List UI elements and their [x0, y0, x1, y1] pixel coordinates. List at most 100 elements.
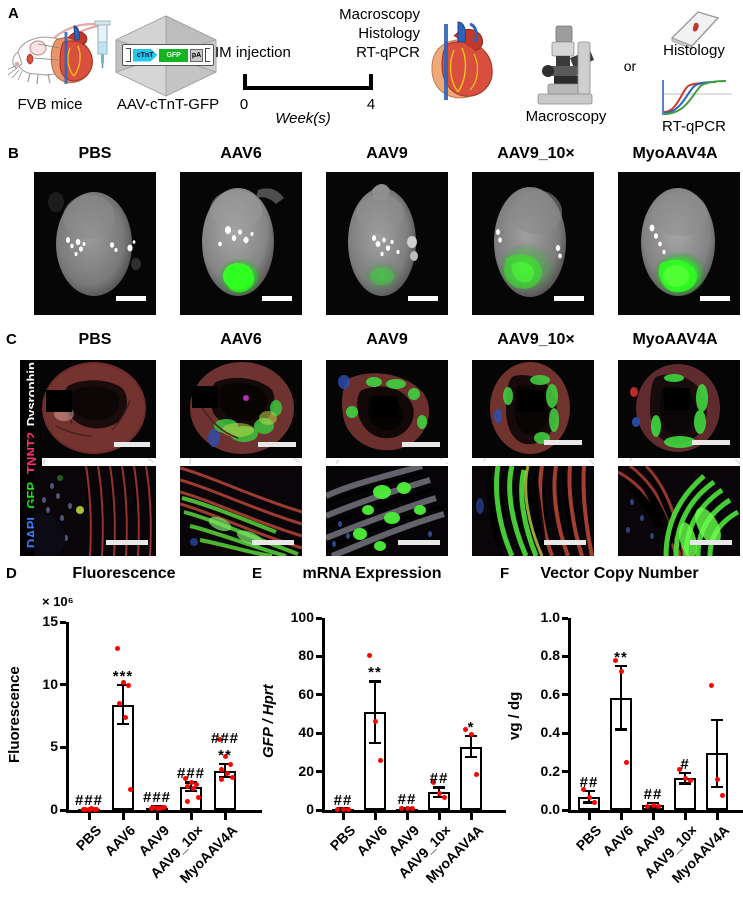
data-point — [114, 645, 120, 651]
data-point — [378, 757, 384, 763]
panel-a: A — [0, 0, 743, 140]
x-tick — [619, 813, 623, 820]
panel-b-col-title-aav6: AAV6 — [220, 145, 262, 162]
data-point — [196, 794, 202, 800]
error-bar-cap — [433, 786, 445, 789]
significance-annotation: ### — [142, 789, 172, 807]
data-point — [682, 775, 688, 781]
data-point — [190, 785, 196, 791]
panel-f-plot-area: 0.0 0.2 0.4 0.6 0.8 1.0 PBS ## AAV6 ** AAV9 ## AAV9_… — [496, 560, 743, 886]
error-bar-lower — [121, 704, 125, 725]
significance-annotation: ## — [333, 791, 353, 809]
error-bar-lower — [715, 753, 719, 787]
panel-e-title: mRNA Expression — [302, 565, 442, 582]
panel-b-image-myoaav4a — [618, 172, 740, 315]
error-bar — [683, 772, 687, 779]
panel-f-title: Vector Copy Number — [540, 565, 699, 582]
panel-letter-c: C — [6, 331, 17, 348]
error-bar-cap — [117, 684, 129, 687]
error-bar-cap-lower — [369, 741, 381, 744]
error-bar-cap-lower — [185, 790, 197, 793]
data-point — [462, 726, 468, 732]
data-point — [720, 793, 726, 799]
error-bar-cap — [679, 771, 691, 775]
x-tick — [155, 813, 159, 820]
y-tick — [60, 808, 66, 812]
x-tick — [87, 813, 91, 820]
y-tick — [60, 620, 66, 624]
panel-b-image-aav9 — [326, 172, 448, 315]
data-point — [116, 700, 122, 706]
y-tick-label: 15 — [42, 613, 58, 629]
mouse-illustration — [5, 18, 108, 90]
significance-annotation: *** — [112, 668, 134, 686]
data-point — [656, 803, 662, 809]
data-point — [618, 669, 624, 675]
error-bar — [437, 787, 441, 793]
y-axis — [322, 618, 325, 812]
error-bar-lower — [373, 712, 377, 743]
error-bar-cap-lower — [711, 785, 723, 789]
y-tick — [562, 808, 568, 812]
panel-c-col-title-pbs: PBS — [78, 331, 112, 348]
data-point — [340, 806, 346, 812]
error-bar — [619, 666, 623, 698]
polya-signal: pA — [189, 48, 204, 62]
rtqpcr-curves-icon — [658, 78, 736, 118]
error-bar-cap — [219, 763, 231, 766]
significance-annotation: # — [680, 755, 690, 773]
panel-d-chart: D Fluorescence × 10⁶ Fluorescence 0 5 10 15… — [0, 560, 262, 886]
panel-f-chart: F Vector Copy Number vg / dg 0.0 0.2 0.4 0.… — [496, 560, 743, 886]
y-tick — [562, 693, 568, 697]
y-tick-label: 0.2 — [540, 762, 560, 779]
y-tick-label: 1.0 — [540, 609, 560, 625]
panel-b-col-title-aav9-10x: AAV9_10× — [497, 145, 575, 162]
x-tick — [121, 813, 125, 820]
data-point — [714, 776, 720, 782]
data-point — [218, 777, 224, 783]
error-bar-cap — [369, 680, 381, 683]
panel-b-col-title-pbs: PBS — [78, 145, 112, 162]
significance-annotation: ### — [176, 765, 206, 783]
histology-label: Histology — [663, 42, 725, 59]
error-bar — [223, 764, 227, 771]
timeline-end-label: 4 — [366, 96, 376, 113]
panel-c-section-pbs — [34, 360, 156, 458]
error-bar — [587, 790, 591, 797]
x-tick — [469, 813, 473, 820]
data-point — [224, 771, 230, 777]
panel-letter-d: D — [6, 565, 17, 582]
error-bar-lower — [619, 697, 623, 730]
y-tick — [562, 616, 568, 620]
y-tick-label: 80 — [298, 647, 314, 664]
y-axis — [568, 618, 571, 812]
data-point — [122, 714, 128, 720]
panel-c-col-title-aav9: AAV9 — [366, 331, 408, 348]
data-point — [644, 803, 650, 809]
y-axis — [66, 622, 69, 812]
panel-b: B PBS AAV6 AAV9 AAV9_10× MyoAAV4A — [0, 140, 743, 328]
data-point — [612, 657, 618, 663]
data-point — [346, 806, 352, 812]
y-tick — [316, 693, 322, 697]
panel-c-section-aav6 — [180, 360, 302, 458]
data-point — [88, 806, 94, 812]
data-point — [404, 806, 410, 812]
data-point — [366, 652, 372, 658]
significance-annotation: * — [467, 719, 475, 737]
error-bar — [715, 719, 719, 754]
panel-c-col-title-aav9-10x: AAV9_10× — [497, 331, 575, 348]
data-point — [82, 806, 88, 812]
x-tick — [651, 813, 655, 820]
syringe-icon — [92, 20, 114, 68]
data-point — [468, 731, 474, 737]
data-point — [182, 775, 188, 781]
panel-c: C PBS AAV6 AAV9 AAV9_10× MyoAAV4A Dysrop… — [0, 328, 743, 560]
data-point — [150, 804, 156, 810]
error-bar-cap-lower — [433, 795, 445, 799]
significance-annotation: ## — [579, 773, 599, 791]
error-bar-lower — [469, 746, 473, 758]
significance-annotation: ### — [210, 730, 240, 748]
panel-d-axis-multiplier: × 10⁶ — [42, 594, 74, 609]
y-tick — [316, 770, 322, 774]
